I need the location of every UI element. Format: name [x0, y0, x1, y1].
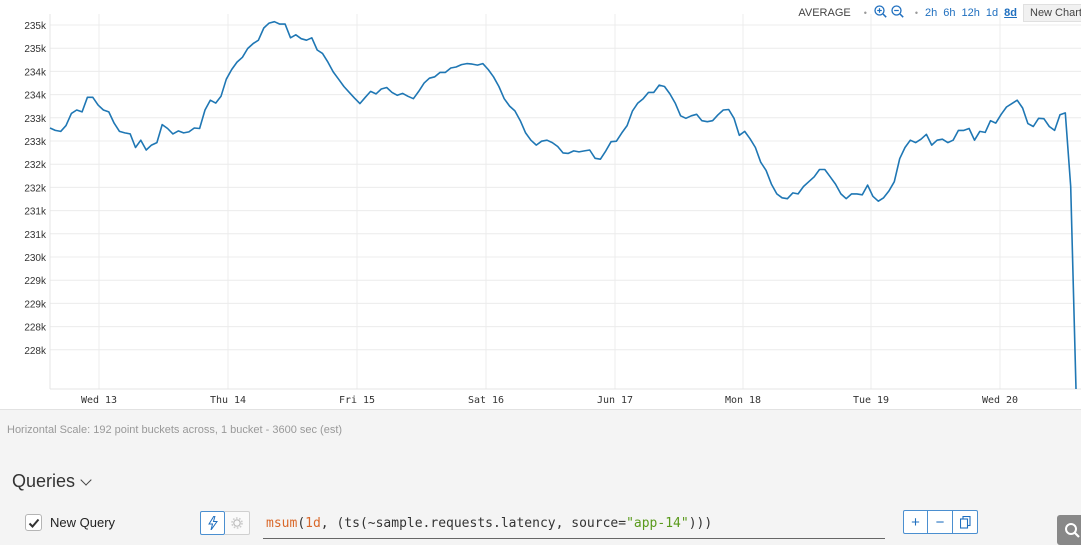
separator-dot: • — [863, 8, 867, 18]
y-tick-label: 228k — [24, 346, 47, 357]
copy-icon — [959, 515, 971, 529]
minus-icon: − — [935, 513, 945, 531]
query-source: "app-14" — [626, 516, 689, 531]
range-8d[interactable]: 8d — [1004, 7, 1017, 19]
horizontal-scale-note: Horizontal Scale: 192 point buckets acro… — [7, 424, 343, 436]
zoom-in-icon[interactable] — [874, 5, 887, 21]
x-tick-label: Sat 16 — [468, 395, 504, 406]
y-tick-label: 233k — [24, 114, 47, 125]
check-icon — [28, 518, 39, 528]
y-tick-label: 228k — [24, 323, 47, 334]
remove-query-button[interactable]: − — [928, 510, 953, 534]
separator-dot: • — [914, 8, 919, 18]
query-close: ))) — [688, 516, 713, 531]
x-tick-label: Mon 18 — [725, 395, 761, 406]
query-metric: ~sample.requests.latency — [367, 516, 556, 531]
series-line — [49, 20, 1077, 390]
query-sep2: , source= — [555, 516, 627, 531]
x-tick-label: Wed 20 — [982, 395, 1018, 406]
y-tick-label: 230k — [24, 253, 47, 264]
query-enabled-checkbox[interactable] — [25, 514, 42, 531]
query-sep1: , ( — [320, 516, 345, 531]
x-tick-label: Jun 17 — [597, 395, 633, 406]
copy-query-button[interactable] — [953, 510, 978, 534]
y-tick-label: 235k — [24, 21, 47, 32]
queries-header[interactable]: Queries — [12, 471, 92, 492]
x-tick-label: Wed 13 — [81, 395, 117, 406]
plus-icon: + — [911, 513, 920, 531]
search-icon — [1065, 523, 1080, 538]
y-tick-label: 234k — [24, 91, 47, 102]
gear-icon — [231, 517, 243, 529]
chart-toolbar: AVERAGE • • 2h 6h 12h 1d 8d New Chart — [798, 4, 1081, 22]
query-builder-button[interactable] — [200, 511, 225, 535]
range-6h[interactable]: 6h — [943, 7, 956, 19]
query-ts-open: ( — [359, 516, 368, 531]
query-settings-button[interactable] — [225, 511, 250, 535]
y-tick-label: 229k — [24, 276, 47, 287]
query-fn: msum — [266, 516, 298, 531]
queries-title: Queries — [12, 471, 76, 491]
range-1d[interactable]: 1d — [985, 7, 999, 19]
search-button[interactable] — [1057, 515, 1081, 545]
query-name[interactable]: New Query — [50, 515, 116, 530]
x-tick-label: Tue 19 — [853, 395, 889, 406]
x-tick-label: Thu 14 — [210, 395, 246, 406]
summarization-label[interactable]: AVERAGE — [798, 7, 851, 19]
query-arg1: 1d — [305, 516, 321, 531]
query-open: ( — [297, 516, 306, 531]
y-tick-label: 234k — [24, 67, 47, 78]
y-tick-label: 229k — [24, 299, 47, 310]
y-tick-label: 233k — [24, 137, 47, 148]
chart-panel: 235k 235k 234k 234k 233k 233k 232k 232k 231k 231k… — [0, 0, 1081, 410]
query-actions: + − — [903, 510, 978, 534]
new-chart-button[interactable]: New Chart — [1023, 4, 1081, 22]
chevron-down-icon — [80, 473, 92, 486]
zoom-out-icon[interactable] — [891, 5, 904, 21]
bolt-icon — [207, 516, 218, 530]
add-query-button[interactable]: + — [903, 510, 928, 534]
x-tick-label: Fri 15 — [339, 395, 375, 406]
y-tick-label: 231k — [24, 230, 47, 241]
range-12h[interactable]: 12h — [961, 7, 980, 19]
y-tick-label: 232k — [24, 160, 47, 171]
range-2h[interactable]: 2h — [925, 7, 938, 19]
query-row: New Query msum(1d, (ts(~sample.requests.… — [0, 505, 1081, 545]
line-chart[interactable]: 235k 235k 234k 234k 233k 233k 232k 232k 231k 231k… — [0, 0, 1081, 410]
query-expression-input[interactable]: msum(1d, (ts(~sample.requests.latency, s… — [263, 511, 885, 539]
y-tick-label: 231k — [24, 207, 47, 218]
y-tick-label: 232k — [24, 183, 47, 194]
y-tick-label: 235k — [24, 44, 47, 55]
query-ts: ts — [344, 516, 360, 531]
